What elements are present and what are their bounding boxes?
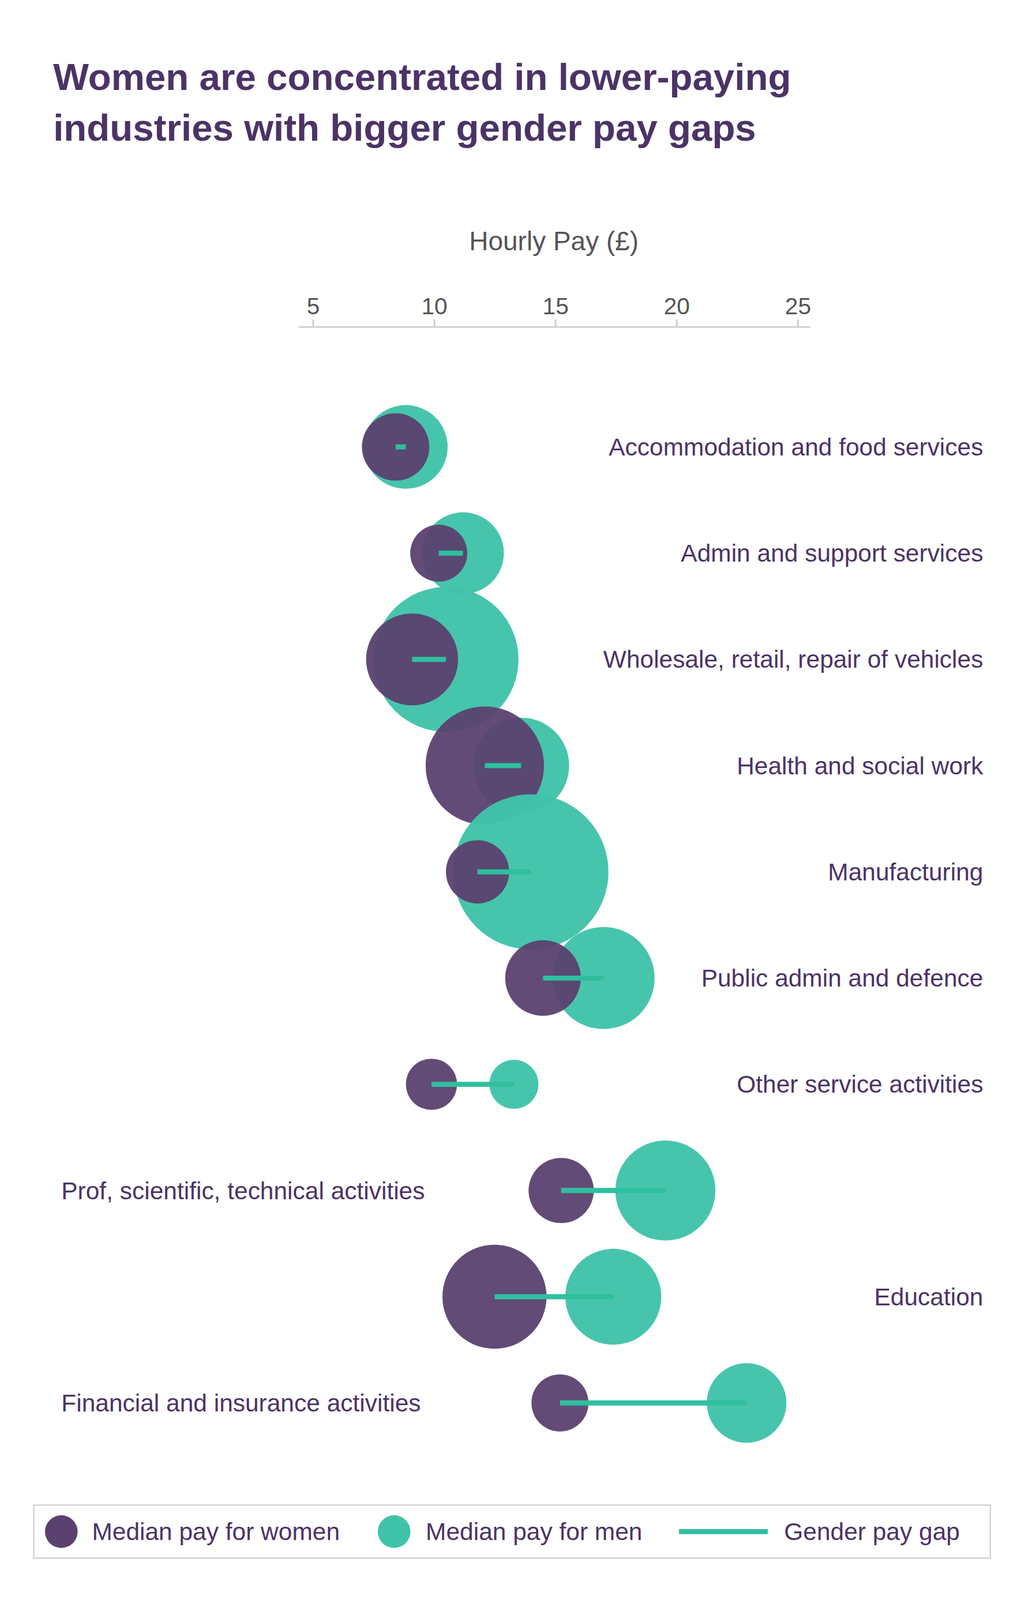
title-line: industries with bigger gender pay gaps (53, 106, 757, 149)
gap-line (411, 657, 446, 663)
category-label: Education (874, 1284, 984, 1312)
tick-mark (797, 319, 799, 327)
tick-mark (676, 319, 678, 327)
bubble-women (410, 524, 468, 583)
legend-swatch (678, 1529, 768, 1535)
gap-line (395, 444, 407, 450)
tick-label: 10 (421, 293, 448, 320)
category-labels: Accommodation and food services Admin and… (61, 433, 984, 1418)
legend-label: Median pay for women (91, 1518, 340, 1546)
tick-mark (433, 319, 436, 327)
x-axis: 5 10 15 20 25 (298, 293, 812, 328)
gap-line (477, 869, 531, 876)
category-label: Accommodation and food services (608, 433, 983, 461)
category-label: Financial and insurance activities (61, 1390, 421, 1418)
title: Women are concentrated in lower-paying in… (53, 55, 791, 149)
legend-label: Gender pay gap (783, 1518, 960, 1546)
category-label: Public admin and defence (701, 965, 984, 993)
title-line: Women are concentrated in lower-paying (53, 55, 791, 99)
tick-mark (554, 319, 557, 327)
gap-line (484, 763, 521, 769)
category-label: Admin and support services (680, 539, 983, 568)
tick-mark (312, 319, 315, 327)
category-label: Health and social work (736, 752, 984, 780)
chart: Women are concentrated in lower-paying in… (0, 0, 1021, 1600)
axis-title: Hourly Pay (£) (468, 226, 639, 257)
tick-label: 5 (306, 293, 321, 320)
tick-label: 20 (663, 293, 690, 320)
tick: 25 (785, 293, 812, 327)
tick-label: 15 (542, 293, 569, 320)
legend-label: Median pay for men (425, 1518, 643, 1546)
category-label: Wholesale, retail, repair of vehicles (603, 646, 984, 674)
tick: 20 (663, 293, 690, 327)
gap-line (494, 1294, 614, 1301)
tick: 15 (542, 293, 569, 327)
legend-swatch (44, 1515, 78, 1549)
tick-label: 25 (785, 293, 812, 320)
legend-swatch (377, 1515, 411, 1549)
legend-box (34, 1505, 991, 1559)
tick: 5 (306, 293, 321, 327)
category-label: Prof, scientific, technical activities (61, 1177, 425, 1206)
legend: Median pay for women Median pay for men Ge… (34, 1505, 991, 1559)
category-label: Other service activities (736, 1071, 983, 1099)
bubble-women (361, 413, 430, 482)
bubble-women (366, 613, 459, 706)
gap-line (438, 550, 464, 557)
tick: 10 (421, 293, 448, 327)
gap-line (561, 1188, 666, 1194)
gap-line (542, 976, 604, 982)
axis-line (298, 326, 811, 329)
gap-line (560, 1401, 748, 1407)
gap-line (431, 1082, 514, 1088)
category-label: Manufacturing (827, 858, 983, 887)
